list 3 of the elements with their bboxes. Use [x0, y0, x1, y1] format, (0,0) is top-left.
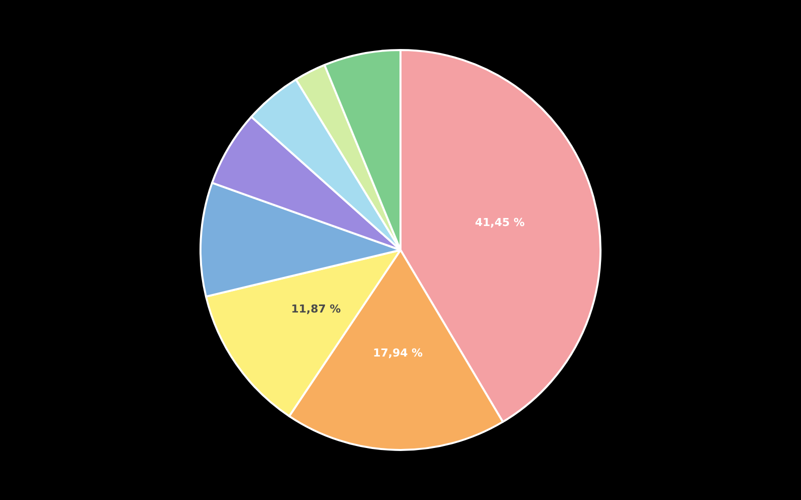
- data-label: 17,94 %: [372, 346, 423, 360]
- data-label: 41,45 %: [474, 216, 525, 230]
- data-label: 11,87 %: [291, 302, 341, 316]
